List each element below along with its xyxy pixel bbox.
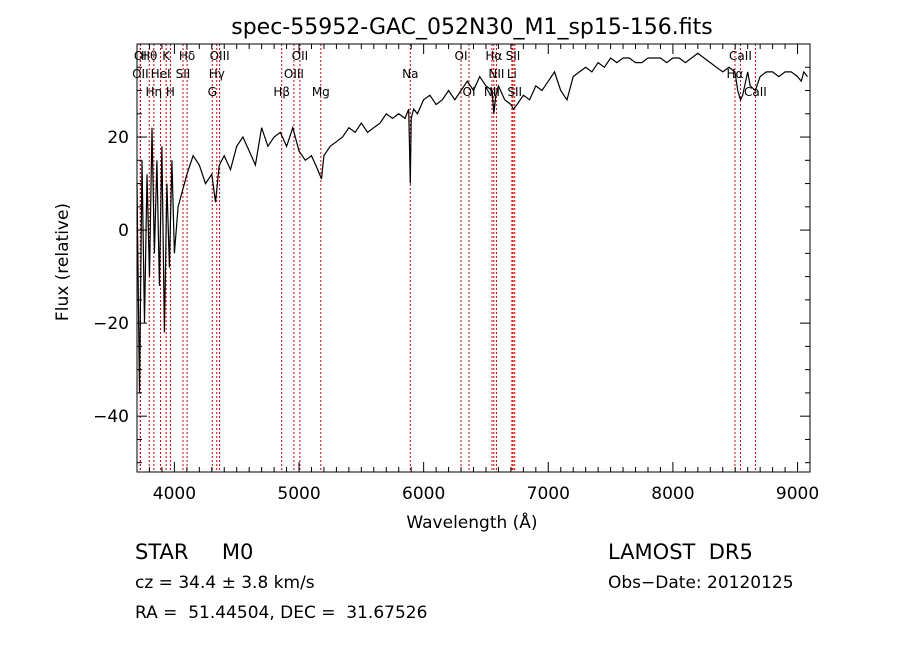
line-marker-group xyxy=(139,44,756,472)
marker-label: G xyxy=(208,85,217,99)
survey-name: LAMOST DR5 xyxy=(608,540,753,564)
y-axis-label: Flux (relative) xyxy=(53,203,73,321)
line-label-group: Hθ K Hδ OIII OII OI Hα SII CaII OI HeI SII Hγ OIII Na N… xyxy=(132,49,767,99)
marker-label: OII xyxy=(132,67,149,81)
marker-label: OI xyxy=(463,85,476,99)
x-tick-label: 4000 xyxy=(153,484,196,504)
y-tick-label: 0 xyxy=(118,221,129,241)
marker-label: SII xyxy=(506,49,521,63)
marker-label: NII xyxy=(488,67,504,81)
chart-title: spec-55952-GAC_052N30_M1_sp15-156.fits xyxy=(231,15,713,40)
marker-label: Hα xyxy=(485,49,502,63)
x-axis-label: Wavelength (Å) xyxy=(406,511,537,533)
y-tick-label: −20 xyxy=(93,314,129,334)
marker-label: SII xyxy=(176,67,191,81)
y-axis: −40 −20 0 20 xyxy=(93,66,810,464)
marker-label: Li xyxy=(507,67,517,81)
marker-label: Hγ xyxy=(209,67,225,81)
marker-label: Hδ xyxy=(179,49,195,63)
x-tick-label: 6000 xyxy=(402,484,445,504)
redshift-cz: cz = 34.4 ± 3.8 km/s xyxy=(135,573,315,593)
y-tick-label: −40 xyxy=(93,407,129,427)
marker-label: Mg xyxy=(312,85,330,99)
plot-frame xyxy=(136,43,811,473)
marker-label: CaII xyxy=(744,85,767,99)
marker-label: CaII xyxy=(729,49,752,63)
marker-label: Hβ xyxy=(273,85,290,99)
marker-label: HeI xyxy=(151,67,171,81)
x-tick-label: 7000 xyxy=(527,484,570,504)
coordinates: RA = 51.44504, DEC = 31.67526 xyxy=(135,603,428,623)
marker-label: SII xyxy=(507,85,522,99)
spectral-class: STAR M0 xyxy=(135,540,254,564)
x-tick-label: 5000 xyxy=(277,484,320,504)
marker-label: OI xyxy=(134,49,147,63)
marker-label: Hη xyxy=(146,85,163,99)
marker-label: OII xyxy=(292,49,309,63)
x-tick-label: 8000 xyxy=(651,484,694,504)
marker-label: K xyxy=(162,49,171,63)
y-tick-label: 20 xyxy=(107,128,129,148)
x-tick-label: 9000 xyxy=(776,484,819,504)
observation-date: Obs−Date: 20120125 xyxy=(608,573,794,593)
x-axis: 4000 5000 6000 7000 8000 9000 xyxy=(136,44,819,504)
spectrum-line xyxy=(136,52,808,393)
marker-label: H xyxy=(166,85,175,99)
marker-label: OIII xyxy=(210,49,230,63)
marker-label: Hθ xyxy=(141,49,157,63)
spectrum-chart: spec-55952-GAC_052N30_M1_sp15-156.fits H… xyxy=(53,15,819,533)
marker-label: OIII xyxy=(284,67,304,81)
marker-label: Na xyxy=(402,67,418,81)
marker-label: OI xyxy=(455,49,468,63)
